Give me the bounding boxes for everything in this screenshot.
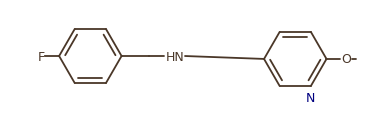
Text: O: O <box>341 53 351 66</box>
Text: F: F <box>37 50 44 63</box>
Text: N: N <box>306 91 316 104</box>
Text: HN: HN <box>165 50 184 63</box>
